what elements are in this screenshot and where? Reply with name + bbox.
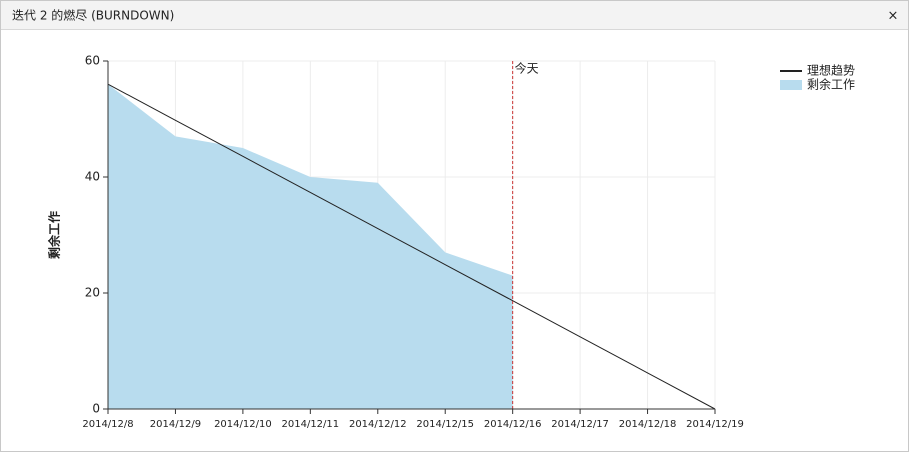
legend-label: 理想趋势 (807, 63, 855, 78)
x-tick-label: 2014/12/19 (686, 419, 744, 430)
legend-label: 剩余工作 (807, 77, 855, 92)
x-tick-label: 2014/12/17 (551, 419, 609, 430)
x-tick-label: 2014/12/12 (349, 419, 407, 430)
today-label: 今天 (515, 61, 539, 76)
x-tick-label: 2014/12/11 (282, 419, 340, 430)
x-tick-label: 2014/12/9 (150, 419, 201, 430)
y-tick-label: 20 (85, 286, 100, 300)
chart: 今天 0 20 40 60 2014/12/8 2014/12/9 2014/12/10 201… (47, 54, 856, 431)
legend-swatch (780, 80, 802, 90)
window-title: 迭代 2 的燃尽 (BURNDOWN) (12, 8, 174, 23)
x-tick-label: 2014/12/18 (619, 419, 677, 430)
x-tick-label: 2014/12/10 (214, 419, 272, 430)
close-button[interactable]: × (888, 9, 899, 24)
title-bar (1, 1, 908, 29)
x-tick-label: 2014/12/15 (416, 419, 474, 430)
x-tick-label: 2014/12/16 (484, 419, 542, 430)
y-tick-label: 60 (85, 54, 100, 68)
line (107, 83, 716, 410)
y-tick-label: 40 (85, 170, 100, 184)
y-tick-label: 0 (92, 402, 100, 416)
y-axis-label: 剩余工作 (47, 211, 62, 259)
area (108, 84, 513, 409)
x-tick-label: 2014/12/8 (82, 419, 133, 430)
